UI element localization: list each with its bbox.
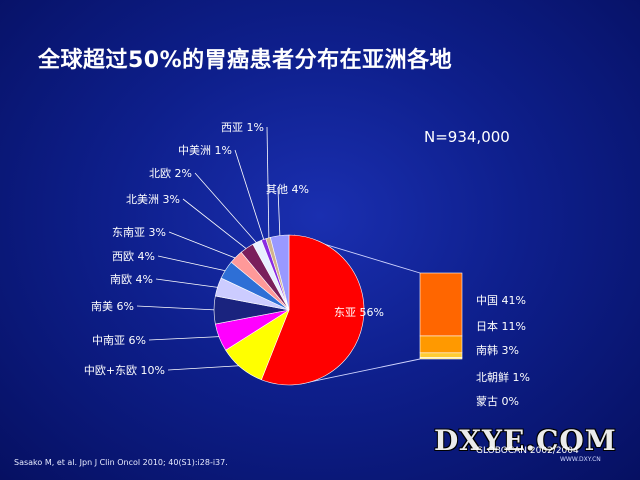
leader-line-10 (266, 126, 270, 241)
pie-label-2: 中南亚 6% (92, 334, 146, 347)
bar-label-3: 北朝鲜 1% (476, 370, 530, 384)
pie-label-7: 北美洲 3% (126, 193, 180, 206)
leader-line-9 (234, 149, 265, 243)
leader-line-11 (277, 188, 281, 239)
bar-segment-3 (419, 357, 463, 360)
bar-segment-0 (419, 272, 463, 337)
watermark-url: WWW.DXY.CN (560, 456, 601, 463)
bar-segment-2 (419, 352, 463, 358)
pie-label-1: 中欧+东欧 10% (84, 364, 165, 377)
pie-label-3: 南美 6% (91, 300, 134, 313)
data-source: GLOBOCAN 2002/2004 (476, 446, 579, 456)
pie-label-11: 其他 4% (266, 183, 309, 196)
bar-segment-1 (419, 335, 463, 354)
pie-slice-11 (269, 234, 290, 311)
citation: Sasako M, et al. Jpn J Clin Oncol 2010; … (14, 458, 228, 467)
leader-line-8 (194, 172, 259, 246)
watermark-logo: DXYE.COM (434, 424, 617, 457)
bar-label-2: 南韩 3% (476, 343, 519, 357)
leader-line-1 (167, 365, 244, 371)
pie-label-9: 中美洲 1% (178, 144, 232, 157)
bar-label-4: 蒙古 0% (476, 395, 519, 408)
pie-label-0: 东亚 56% (334, 306, 384, 319)
pie-label-4: 南欧 4% (110, 273, 153, 286)
leader-line-2 (148, 336, 223, 341)
leader-line-7 (182, 198, 249, 251)
slide-title: 全球超过50%的胃癌患者分布在亚洲各地 (38, 48, 453, 73)
total-count: N=934,000 (424, 128, 510, 146)
pie-label-5: 西欧 4% (112, 250, 155, 263)
pie-slice-0 (261, 234, 365, 386)
bar-label-1: 日本 11% (476, 319, 526, 333)
pie-label-6: 东南亚 3% (112, 226, 166, 239)
bar-label-0: 中国 41% (476, 294, 526, 307)
leader-line-3 (136, 305, 218, 311)
pie-label-10: 西亚 1% (221, 121, 264, 134)
leader-line-6 (168, 231, 239, 260)
pie-label-8: 北欧 2% (149, 167, 192, 180)
leader-line-4 (155, 278, 221, 289)
leader-line-5 (157, 255, 229, 272)
connector-bottom (299, 358, 421, 385)
